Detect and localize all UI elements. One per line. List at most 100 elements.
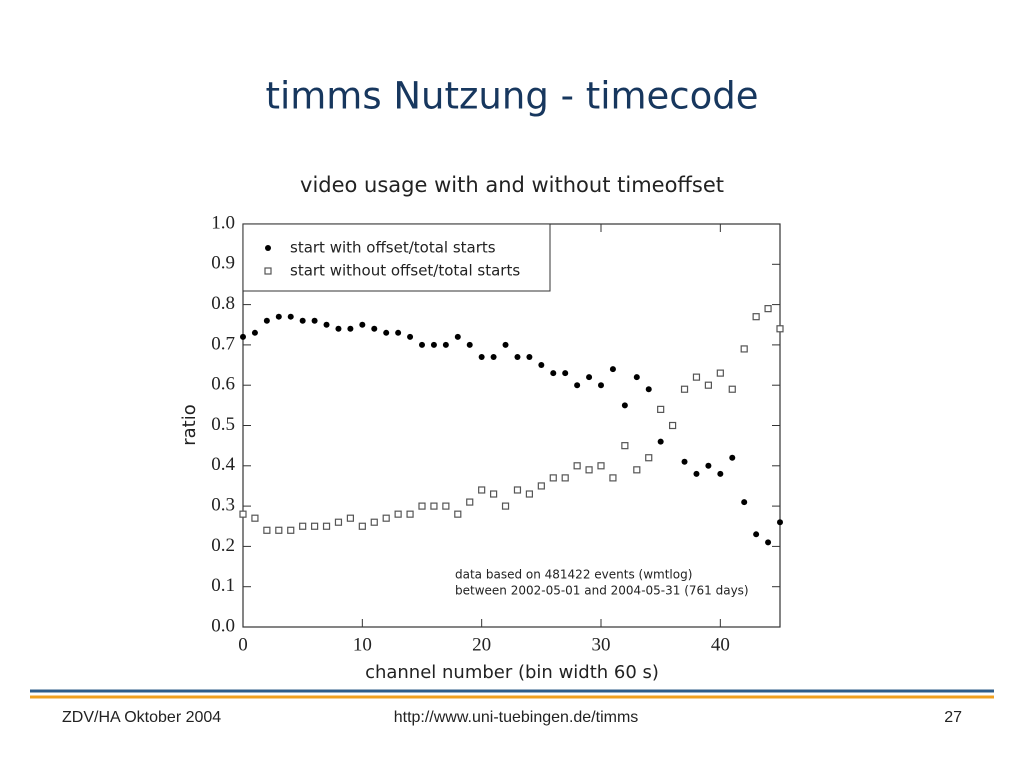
point — [263, 526, 271, 534]
point — [574, 382, 581, 389]
point — [621, 402, 628, 409]
legend-marker — [265, 245, 271, 251]
point — [740, 345, 748, 353]
point — [346, 514, 354, 522]
x-tick-label: 10 — [353, 634, 372, 655]
point — [251, 329, 258, 336]
point — [549, 474, 557, 482]
point — [311, 522, 319, 530]
point — [323, 321, 330, 328]
point — [502, 341, 509, 348]
point — [777, 519, 783, 526]
point — [335, 325, 342, 332]
point — [562, 370, 569, 377]
point — [358, 522, 366, 530]
point — [550, 370, 557, 377]
point — [490, 353, 497, 360]
point — [657, 405, 665, 413]
point — [334, 518, 343, 526]
point — [240, 333, 246, 340]
y-tick-label: 0.9 — [211, 253, 235, 274]
point — [598, 382, 604, 389]
point — [466, 498, 474, 506]
point — [764, 305, 772, 313]
point — [633, 466, 641, 474]
point — [251, 514, 259, 522]
point — [728, 385, 736, 393]
point — [741, 499, 748, 506]
point — [633, 374, 640, 381]
point — [501, 502, 510, 510]
point — [704, 381, 713, 389]
point — [645, 454, 653, 462]
point — [418, 502, 426, 510]
point — [693, 470, 700, 477]
point — [395, 329, 402, 336]
point — [430, 502, 438, 510]
x-tick-label: 0 — [238, 634, 248, 655]
point — [657, 438, 664, 445]
y-tick-label: 0.8 — [211, 293, 235, 314]
point — [765, 539, 772, 546]
x-tick-label: 30 — [592, 634, 611, 655]
slide-title: timms Nutzung - timecode — [265, 75, 758, 118]
footer-center: http://www.uni-tuebingen.de/timms — [394, 709, 639, 726]
point — [753, 531, 760, 538]
point — [776, 325, 784, 333]
point — [239, 510, 247, 518]
point — [359, 321, 366, 328]
y-tick-label: 0.7 — [211, 333, 235, 354]
y-tick-label: 0.2 — [211, 535, 235, 556]
point — [537, 482, 545, 490]
annotation: between 2002-05-01 and 2004-05-31 (761 d… — [455, 584, 749, 598]
point — [716, 369, 724, 377]
point — [597, 462, 605, 470]
point — [407, 333, 414, 340]
point — [705, 462, 712, 469]
chart-title: video usage with and without timeoffset — [300, 173, 724, 197]
legend-label: start with offset/total starts — [290, 239, 496, 257]
point — [478, 353, 485, 360]
point — [311, 317, 318, 324]
point — [526, 353, 533, 360]
point — [692, 373, 701, 381]
legend-marker — [264, 267, 272, 275]
point — [609, 474, 617, 482]
point — [287, 526, 295, 534]
point — [478, 486, 486, 494]
y-tick-label: 0.5 — [211, 414, 235, 435]
point — [514, 353, 521, 360]
legend-box — [242, 223, 551, 292]
point — [585, 466, 593, 474]
point — [752, 313, 760, 321]
point — [442, 502, 450, 510]
point — [621, 442, 629, 450]
point — [586, 374, 593, 381]
point — [729, 454, 736, 461]
point — [299, 522, 307, 530]
x-tick-label: 20 — [472, 634, 491, 655]
point — [680, 385, 689, 393]
point — [275, 526, 283, 534]
point — [347, 325, 354, 332]
point — [430, 341, 437, 348]
footer-left: ZDV/HA Oktober 2004 — [62, 709, 221, 726]
y-tick-label: 0.4 — [211, 454, 235, 475]
point — [573, 462, 581, 470]
point — [561, 474, 569, 482]
point — [466, 341, 473, 348]
legend-label: start without offset/total starts — [290, 262, 520, 280]
point — [299, 317, 306, 324]
y-tick-label: 0.0 — [211, 615, 235, 636]
y-axis-label: ratio — [179, 404, 200, 446]
point — [490, 490, 498, 498]
y-tick-label: 1.0 — [211, 212, 235, 233]
page-number: 27 — [944, 709, 962, 726]
point — [382, 514, 390, 522]
x-axis-label: channel number (bin width 60 s) — [365, 662, 659, 683]
point — [263, 317, 270, 324]
point — [717, 470, 724, 477]
point — [394, 510, 402, 518]
point — [371, 325, 378, 332]
